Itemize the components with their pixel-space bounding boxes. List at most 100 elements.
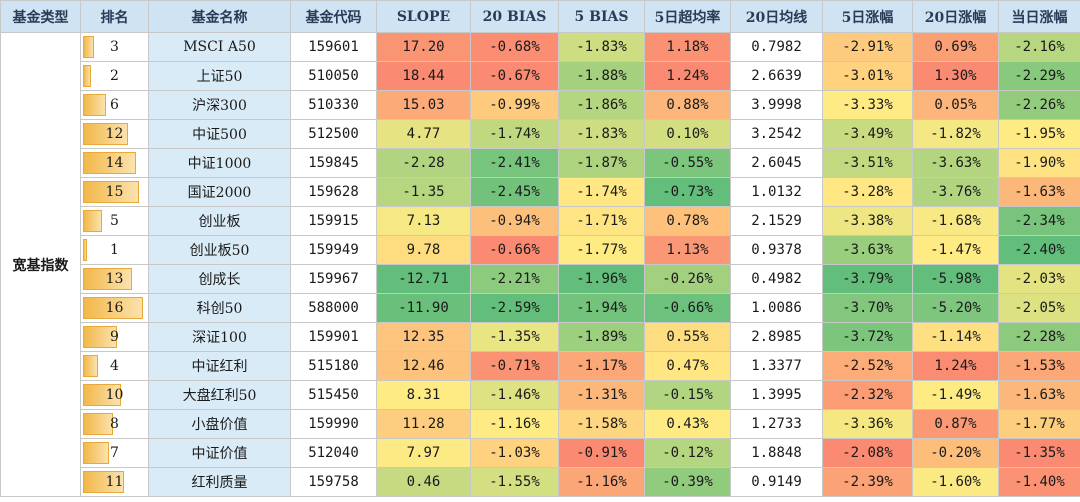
col-header-rank[interactable]: 排名 [80,0,149,33]
fund-name-cell: 创成长 [148,264,291,294]
ma20-cell: 1.0086 [730,293,823,323]
ma20-cell: 1.0132 [730,177,823,207]
table-row: 6 沪深300 510330 15.03 -0.99% -1.86% 0.88% 3.9998… [1,90,1080,120]
col-header-bias5[interactable]: 5 BIAS [558,0,645,33]
ma20-cell: 3.9998 [730,90,823,120]
slope-cell: 0.46 [376,467,471,497]
col-header-chg-today[interactable]: 当日涨幅 [998,0,1080,33]
rank-value: 5 [110,213,119,229]
chg20-cell: -5.20% [912,293,999,323]
rank-databar [83,268,132,290]
slope-cell: 15.03 [376,90,471,120]
bias5-cell: -1.16% [558,467,645,497]
rank-value: 14 [105,155,124,171]
rank-value: 12 [105,126,124,142]
fund-name-cell: 小盘价值 [148,409,291,439]
bias20-cell: -0.99% [470,90,559,120]
chgToday-cell: -2.40% [998,235,1080,265]
bias5-cell: -1.31% [558,380,645,410]
fund-name-cell: MSCI A50 [148,32,291,62]
slope-cell: 11.28 [376,409,471,439]
chgToday-cell: -1.90% [998,148,1080,178]
chg5-cell: -2.91% [822,32,913,62]
fund-name-cell: 深证100 [148,322,291,352]
bias20-cell: -0.71% [470,351,559,381]
bias5-cell: -1.83% [558,32,645,62]
fund-name-cell: 中证1000 [148,148,291,178]
bias20-cell: -1.46% [470,380,559,410]
bias5-cell: -1.17% [558,351,645,381]
ma20-cell: 1.3995 [730,380,823,410]
table-row: 2 上证50 510050 18.44 -0.67% -1.88% 1.24% 2.6639-… [1,61,1080,91]
fund-name-cell: 上证50 [148,61,291,91]
excess5-cell: 0.78% [644,206,731,236]
chg20-cell: -1.68% [912,206,999,236]
ma20-cell: 2.6045 [730,148,823,178]
fund-code-cell: 159628 [290,177,377,207]
bias20-cell: -1.03% [470,438,559,468]
table-row: 9 深证100 159901 12.35 -1.35% -1.89% 0.55% 2.8985… [1,322,1080,352]
rank-databar [83,471,125,493]
rank-value: 1 [110,242,119,258]
chg5-cell: -3.49% [822,119,913,149]
excess5-cell: -0.26% [644,264,731,294]
excess5-cell: 0.55% [644,322,731,352]
col-header-slope[interactable]: SLOPE [376,0,471,33]
rank-databar [83,181,140,203]
excess5-cell: 1.13% [644,235,731,265]
fund-code-cell: 510330 [290,90,377,120]
ma20-cell: 2.1529 [730,206,823,236]
col-header-chg5[interactable]: 5日涨幅 [822,0,913,33]
chgToday-cell: -1.95% [998,119,1080,149]
chg20-cell: -1.49% [912,380,999,410]
rank-databar [83,297,143,319]
chg5-cell: -3.70% [822,293,913,323]
fund-name-cell: 中证500 [148,119,291,149]
rank-value: 16 [105,300,124,316]
bias20-cell: -1.55% [470,467,559,497]
col-header-bias20[interactable]: 20 BIAS [470,0,559,33]
bias20-cell: -0.67% [470,61,559,91]
col-header-chg20[interactable]: 20日涨幅 [912,0,999,33]
chgToday-cell: -2.16% [998,32,1080,62]
table-row: 4 中证红利 515180 12.46 -0.71% -1.17% 0.47% 1.3377-… [1,351,1080,381]
chg20-cell: -1.60% [912,467,999,497]
table-row: 7 中证价值 512040 7.97 -1.03% -0.91% -0.12% 1.8848-… [1,438,1080,468]
table-row: 8 小盘价值 159990 11.28 -1.16% -1.58% 0.43% 1.2733-… [1,409,1080,439]
rank-value: 8 [110,416,119,432]
excess5-cell: 0.88% [644,90,731,120]
chgToday-cell: -2.29% [998,61,1080,91]
slope-cell: -2.28 [376,148,471,178]
slope-cell: 17.20 [376,32,471,62]
col-header-ma20[interactable]: 20日均线 [730,0,823,33]
slope-cell: 4.77 [376,119,471,149]
bias5-cell: -1.88% [558,61,645,91]
chgToday-cell: -1.53% [998,351,1080,381]
bias5-cell: -1.96% [558,264,645,294]
chg20-cell: -1.82% [912,119,999,149]
rank-cell: 12 [80,119,149,149]
rank-databar [83,123,128,145]
col-header-name[interactable]: 基金名称 [148,0,291,33]
rank-value: 6 [110,97,119,113]
bias20-cell: -1.35% [470,322,559,352]
col-header-code[interactable]: 基金代码 [290,0,377,33]
bias5-cell: -1.89% [558,322,645,352]
fund-name-cell: 沪深300 [148,90,291,120]
chgToday-cell: -2.28% [998,322,1080,352]
col-header-excess5[interactable]: 5日超均率 [644,0,731,33]
fund-code-cell: 515180 [290,351,377,381]
rank-cell: 15 [80,177,149,207]
chgToday-cell: -2.26% [998,90,1080,120]
rank-cell: 1 [80,235,149,265]
rank-cell: 4 [80,351,149,381]
chg5-cell: -2.32% [822,380,913,410]
bias20-cell: -2.21% [470,264,559,294]
col-header-category[interactable]: 基金类型 [0,0,81,33]
bias5-cell: -1.58% [558,409,645,439]
slope-cell: 7.13 [376,206,471,236]
slope-cell: 9.78 [376,235,471,265]
rank-databar [83,65,91,87]
excess5-cell: 1.24% [644,61,731,91]
chg20-cell: 1.30% [912,61,999,91]
